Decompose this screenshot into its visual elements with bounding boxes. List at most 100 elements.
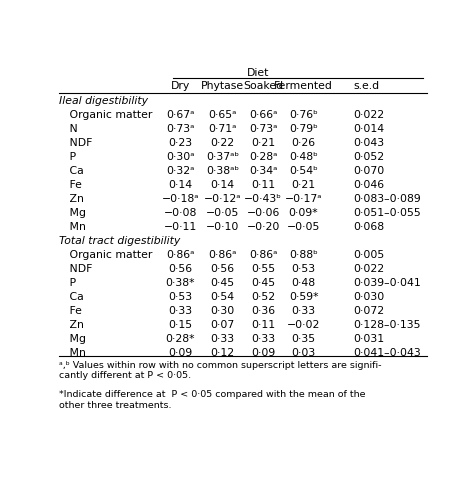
Text: 0·76ᵇ: 0·76ᵇ [289,110,318,120]
Text: Mg: Mg [59,333,86,344]
Text: 0·039–0·041: 0·039–0·041 [353,278,421,287]
Text: Fermented: Fermented [274,81,333,91]
Text: 0·051–0·055: 0·051–0·055 [353,208,421,218]
Text: 0·014: 0·014 [353,124,384,134]
Text: −0·05: −0·05 [206,208,239,218]
Text: −0·06: −0·06 [246,208,280,218]
Text: Zn: Zn [59,319,84,330]
Text: 0·86ᵃ: 0·86ᵃ [249,250,277,259]
Text: 0·14: 0·14 [210,180,235,190]
Text: 0·54ᵇ: 0·54ᵇ [289,166,318,176]
Text: Mg: Mg [59,208,86,218]
Text: 0·15: 0·15 [168,319,192,330]
Text: 0·22: 0·22 [210,138,235,148]
Text: Ca: Ca [59,166,84,176]
Text: Organic matter: Organic matter [59,250,153,259]
Text: 0·66ᵃ: 0·66ᵃ [249,110,277,120]
Text: 0·022: 0·022 [353,110,384,120]
Text: 0·33: 0·33 [210,333,235,344]
Text: P: P [59,152,76,162]
Text: 0·38ᵃᵇ: 0·38ᵃᵇ [206,166,239,176]
Text: 0·48ᵇ: 0·48ᵇ [289,152,318,162]
Text: 0·55: 0·55 [251,264,275,273]
Text: 0·12: 0·12 [210,348,235,358]
Text: 0·23: 0·23 [168,138,192,148]
Text: 0·30ᵃ: 0·30ᵃ [166,152,195,162]
Text: 0·79ᵇ: 0·79ᵇ [289,124,318,134]
Text: 0·072: 0·072 [353,305,384,316]
Text: ᵃ,ᵇ Values within row with no common superscript letters are signifi-
cantly dif: ᵃ,ᵇ Values within row with no common sup… [59,360,382,379]
Text: −0·43ᵇ: −0·43ᵇ [244,194,282,204]
Text: 0·56: 0·56 [168,264,192,273]
Text: 0·031: 0·031 [353,333,384,344]
Text: 0·11: 0·11 [251,319,275,330]
Text: 0·022: 0·022 [353,264,384,273]
Text: 0·09: 0·09 [251,348,275,358]
Text: −0·08: −0·08 [164,208,197,218]
Text: 0·14: 0·14 [168,180,192,190]
Text: 0·34ᵃ: 0·34ᵃ [249,166,277,176]
Text: Mn: Mn [59,222,86,232]
Text: 0·09*: 0·09* [289,208,319,218]
Text: 0·28ᵃ: 0·28ᵃ [249,152,277,162]
Text: 0·28*: 0·28* [166,333,195,344]
Text: 0·38*: 0·38* [166,278,195,287]
Text: Diet: Diet [247,67,270,77]
Text: 0·88ᵇ: 0·88ᵇ [289,250,318,259]
Text: Fe: Fe [59,305,82,316]
Text: −0·11: −0·11 [164,222,197,232]
Text: Organic matter: Organic matter [59,110,153,120]
Text: 0·45: 0·45 [210,278,235,287]
Text: 0·71ᵃ: 0·71ᵃ [209,124,237,134]
Text: 0·73ᵃ: 0·73ᵃ [166,124,195,134]
Text: −0·05: −0·05 [287,222,320,232]
Text: 0·070: 0·070 [353,166,384,176]
Text: −0·18ᵃ: −0·18ᵃ [162,194,199,204]
Text: 0·86ᵃ: 0·86ᵃ [209,250,237,259]
Text: 0·86ᵃ: 0·86ᵃ [166,250,195,259]
Text: s.e.d: s.e.d [353,81,379,91]
Text: 0·67ᵃ: 0·67ᵃ [166,110,195,120]
Text: Zn: Zn [59,194,84,204]
Text: 0·33: 0·33 [168,305,192,316]
Text: −0·12ᵃ: −0·12ᵃ [204,194,241,204]
Text: 0·083–0·089: 0·083–0·089 [353,194,421,204]
Text: 0·65ᵃ: 0·65ᵃ [209,110,237,120]
Text: P: P [59,278,76,287]
Text: 0·11: 0·11 [251,180,275,190]
Text: −0·02: −0·02 [287,319,320,330]
Text: 0·48: 0·48 [292,278,316,287]
Text: 0·59*: 0·59* [289,291,318,302]
Text: 0·21: 0·21 [251,138,275,148]
Text: Ileal digestibility: Ileal digestibility [59,96,148,106]
Text: 0·043: 0·043 [353,138,384,148]
Text: 0·52: 0·52 [251,291,275,302]
Text: 0·041–0·043: 0·041–0·043 [353,348,421,358]
Text: 0·36: 0·36 [251,305,275,316]
Text: 0·030: 0·030 [353,291,384,302]
Text: −0·20: −0·20 [246,222,280,232]
Text: 0·30: 0·30 [210,305,235,316]
Text: 0·32ᵃ: 0·32ᵃ [166,166,195,176]
Text: 0·37ᵃᵇ: 0·37ᵃᵇ [206,152,239,162]
Text: 0·73ᵃ: 0·73ᵃ [249,124,277,134]
Text: 0·26: 0·26 [292,138,316,148]
Text: 0·128–0·135: 0·128–0·135 [353,319,420,330]
Text: 0·33: 0·33 [251,333,275,344]
Text: 0·45: 0·45 [251,278,275,287]
Text: 0·21: 0·21 [292,180,316,190]
Text: N: N [59,124,78,134]
Text: Soaked: Soaked [243,81,283,91]
Text: 0·35: 0·35 [292,333,316,344]
Text: 0·53: 0·53 [168,291,192,302]
Text: 0·54: 0·54 [210,291,235,302]
Text: 0·068: 0·068 [353,222,384,232]
Text: Dry: Dry [171,81,190,91]
Text: 0·33: 0·33 [292,305,316,316]
Text: NDF: NDF [59,264,92,273]
Text: *Indicate difference at  Ρ < 0·05 compared with the mean of the
other three trea: *Indicate difference at Ρ < 0·05 compare… [59,390,366,409]
Text: Phytase: Phytase [201,81,244,91]
Text: 0·53: 0·53 [292,264,316,273]
Text: −0·17ᵃ: −0·17ᵃ [285,194,322,204]
Text: 0·005: 0·005 [353,250,384,259]
